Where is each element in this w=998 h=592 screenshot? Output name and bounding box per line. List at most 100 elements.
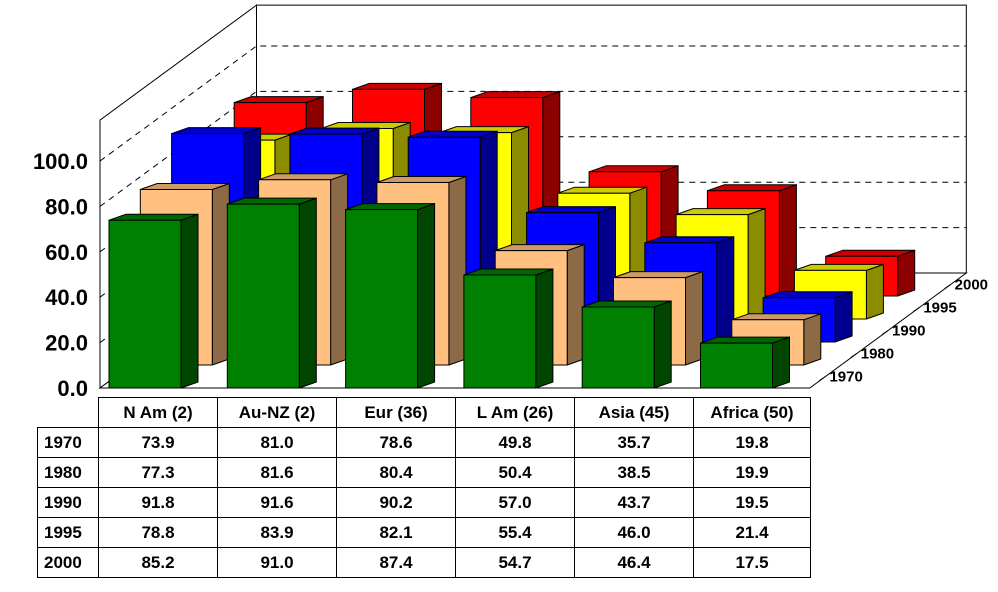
depth-tick <box>881 330 889 335</box>
bar-side <box>778 184 797 297</box>
depth-tick-label: 1990 <box>892 323 925 340</box>
bar-side <box>897 249 916 297</box>
table-cell: 46.4 <box>574 547 694 578</box>
bar-top <box>675 208 766 216</box>
bar-side <box>865 263 884 320</box>
depth-tick <box>819 376 826 381</box>
table-cell: 38.5 <box>574 457 694 488</box>
bar-top <box>494 244 585 252</box>
bar-side <box>772 336 790 389</box>
table-cell: 83.9 <box>217 517 337 548</box>
y-tick-label: 80.0 <box>45 194 88 219</box>
bar-side <box>834 291 853 343</box>
bar <box>581 300 672 389</box>
bar-top <box>258 173 349 181</box>
table-cell: 80.4 <box>336 457 456 488</box>
bar-top <box>613 271 703 279</box>
column-header: Au-NZ (2) <box>217 397 337 428</box>
bar-front <box>700 342 773 389</box>
depth-tick-label: 2000 <box>955 277 988 294</box>
bar-top <box>700 336 790 344</box>
y-tick-label: 0.0 <box>57 376 88 401</box>
table-cell: 87.4 <box>336 547 456 578</box>
depth-tick <box>913 307 920 312</box>
table-row: 1995 78.8 83.9 82.1 55.4 46.0 21.4 <box>37 517 811 548</box>
depth-tick-label: 1995 <box>923 300 956 317</box>
table-cell: 91.0 <box>217 547 337 578</box>
depth-tick-label: 1970 <box>829 369 862 386</box>
bar-side <box>298 197 317 389</box>
table-cell: 54.7 <box>455 547 575 578</box>
data-table: N Am (2) Au-NZ (2) Eur (36) L Am (26) As… <box>37 397 811 578</box>
y-tick-label: 60.0 <box>45 240 88 265</box>
bar-front <box>345 209 419 389</box>
table-cell: 73.9 <box>98 427 218 458</box>
bar-top <box>581 300 672 308</box>
bar-top <box>407 130 498 138</box>
depth-tick-label: 1980 <box>861 346 894 363</box>
bar <box>463 268 554 389</box>
table-cell: 49.8 <box>455 427 575 458</box>
bar-side <box>803 313 822 366</box>
column-header: N Am (2) <box>98 397 218 428</box>
table-header-row: N Am (2) Au-NZ (2) Eur (36) L Am (26) As… <box>38 397 811 428</box>
bar-top <box>793 263 884 271</box>
bar-top <box>762 291 853 299</box>
column-header: Eur (36) <box>336 397 456 428</box>
row-label: 1995 <box>37 517 99 548</box>
bar-side <box>716 236 735 343</box>
table-row: 1970 73.9 81.0 78.6 49.8 35.7 19.8 <box>37 427 811 458</box>
table-corner <box>38 398 99 428</box>
bar-side <box>448 176 467 366</box>
table-cell: 57.0 <box>455 487 575 518</box>
table-cell: 50.4 <box>455 457 575 488</box>
bar-top <box>557 186 648 194</box>
y-tick-label: 40.0 <box>45 285 88 310</box>
depth-tick <box>850 353 858 358</box>
bar-top <box>139 183 230 190</box>
table-cell: 35.7 <box>574 427 694 458</box>
table-cell: 43.7 <box>574 487 694 518</box>
row-label: 1990 <box>37 487 99 518</box>
table-row: 1990 91.8 91.6 90.2 57.0 43.7 19.5 <box>37 487 811 518</box>
table-cell: 82.1 <box>336 517 456 548</box>
bar-side <box>653 300 672 389</box>
bar-top <box>644 236 735 244</box>
bar <box>226 197 317 389</box>
table-cell: 77.3 <box>98 457 218 488</box>
bar-top <box>289 127 380 135</box>
bar-front <box>108 219 182 389</box>
table-cell: 46.0 <box>574 517 694 548</box>
bar-top <box>706 184 797 192</box>
bar-top <box>320 122 411 129</box>
table-cell: 19.9 <box>693 457 811 488</box>
bar-top <box>352 82 442 90</box>
bar <box>108 213 199 389</box>
table-cell: 19.5 <box>693 487 811 518</box>
table-cell: 19.8 <box>693 427 811 458</box>
table-cell: 78.8 <box>98 517 218 548</box>
bar-side <box>685 271 703 366</box>
bar-side <box>566 244 585 366</box>
bar-side <box>747 208 766 320</box>
table-cell: 21.4 <box>693 517 811 548</box>
bar-side <box>180 213 199 389</box>
column-header: Asia (45) <box>574 397 694 428</box>
bar-top <box>463 268 554 276</box>
table-cell: 81.0 <box>217 427 337 458</box>
bar-side <box>535 268 554 389</box>
table-cell: 78.6 <box>336 427 456 458</box>
bar-top <box>233 96 324 104</box>
table-row: 2000 85.2 91.0 87.4 54.7 46.4 17.5 <box>37 547 811 578</box>
row-label: 1970 <box>37 427 99 458</box>
bar-top <box>345 203 436 211</box>
bar-top <box>226 197 317 205</box>
table-cell: 91.6 <box>217 487 337 518</box>
table-cell: 17.5 <box>693 547 811 578</box>
y-tick-label: 100.0 <box>33 149 88 174</box>
bar-front <box>226 203 300 389</box>
table-cell: 91.8 <box>98 487 218 518</box>
bar-top <box>825 249 916 257</box>
bar <box>700 336 790 389</box>
